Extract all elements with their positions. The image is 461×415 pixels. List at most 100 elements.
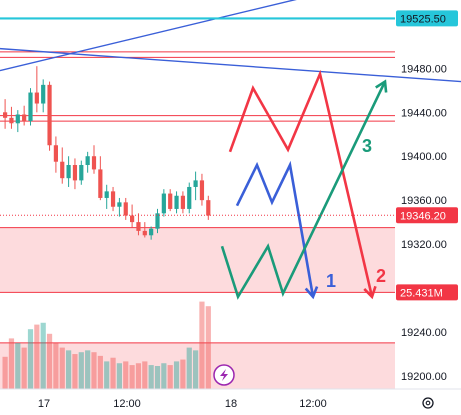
volume-bar	[205, 306, 211, 389]
y-tick-label: 19240.00	[401, 327, 447, 339]
x-tick-label: 18	[225, 398, 237, 410]
volume-bar	[27, 329, 34, 389]
volume-bar	[186, 347, 192, 389]
candle-body	[155, 213, 160, 229]
candle-body	[187, 186, 192, 209]
candle-body	[79, 165, 84, 181]
candle-body	[98, 169, 103, 198]
scenario-path-2[interactable]	[228, 69, 374, 298]
price-tag-2: 25.431M	[396, 284, 458, 301]
volume-bars	[2, 301, 211, 389]
scenario-arrowhead-3	[375, 79, 388, 93]
scenario-arrowhead-2	[363, 285, 377, 300]
volume-bar	[78, 352, 84, 389]
trendline-1[interactable]	[0, 0, 320, 72]
candle-body	[110, 191, 116, 207]
trendlines[interactable]	[0, 0, 461, 83]
candle-body	[22, 114, 27, 122]
volume-bar	[142, 361, 148, 389]
lightning-icon	[220, 369, 228, 381]
candle-body	[117, 202, 122, 207]
candle-body	[199, 180, 205, 201]
volume-bar	[85, 350, 91, 389]
candle-body	[34, 92, 39, 104]
scenario-path-3[interactable]	[220, 81, 387, 300]
volume-bar	[148, 365, 154, 389]
scenario-arrowhead-1	[304, 286, 319, 300]
volume-bar	[167, 365, 173, 389]
candle-body	[85, 156, 90, 166]
price-tag-0: 19525.50	[0, 10, 458, 27]
volume-bar	[161, 363, 167, 389]
candle-body	[47, 84, 52, 146]
scenario-path-1[interactable]	[235, 160, 315, 297]
price-zones	[0, 227, 395, 389]
candle-body	[174, 195, 179, 209]
y-tick-label: 19480.00	[401, 63, 447, 75]
volume-bar	[59, 347, 65, 389]
candle-body	[60, 161, 65, 179]
candle-body	[130, 215, 135, 223]
x-axis[interactable]: 17 12:00 18 12:00	[38, 398, 327, 410]
volume-bar	[193, 350, 199, 389]
candle-body	[53, 145, 58, 162]
volume-bar	[180, 359, 186, 389]
candle-body	[72, 165, 78, 181]
volume-bar	[66, 350, 72, 389]
price-tag-1: 19346.20	[396, 207, 458, 224]
y-tick-label: 19200.00	[401, 371, 447, 383]
candles	[3, 66, 211, 240]
volume-bar	[34, 324, 40, 389]
scenario-paths[interactable]: 1 2 3	[220, 69, 388, 300]
price-tag-label: 19525.50	[400, 13, 446, 25]
volume-bar	[104, 361, 110, 389]
candle-body	[28, 92, 33, 122]
y-axis[interactable]: 19480.00 19440.00 19400.00 19360.00 19320.00…	[401, 63, 447, 382]
flash-badge[interactable]	[213, 364, 235, 386]
volume-bar	[91, 352, 97, 389]
candle-body	[66, 165, 71, 179]
volume-bar	[21, 347, 27, 389]
y-tick-label: 19320.00	[401, 239, 447, 251]
candle-body	[104, 191, 109, 198]
volume-bar	[2, 356, 8, 389]
volume-bar	[199, 301, 205, 389]
price-tag-label: 19346.20	[400, 210, 446, 222]
scenario-label-3: 3	[362, 136, 372, 156]
candle-body	[206, 200, 211, 216]
volume-bar	[135, 363, 142, 389]
candle-body	[180, 195, 185, 209]
volume-bar	[154, 366, 161, 389]
trendline-0[interactable]	[0, 47, 461, 83]
volume-bar	[110, 357, 116, 389]
y-tick-label: 19440.00	[401, 107, 447, 119]
candle-body	[168, 193, 173, 209]
volume-bar	[116, 363, 122, 389]
price-tag-box	[396, 10, 458, 27]
candle-body	[142, 230, 147, 236]
y-tick-label: 19360.00	[401, 195, 447, 207]
candle-body	[136, 222, 141, 231]
settings-button[interactable]	[422, 397, 434, 409]
candle-body	[15, 114, 20, 124]
candle-body	[193, 180, 198, 187]
candle-body	[149, 228, 154, 236]
volume-bar	[8, 338, 15, 389]
scenario-label-1: 1	[326, 271, 336, 291]
zone-1	[0, 342, 395, 389]
price-tags: 19525.50 19346.20 25.431M	[0, 10, 458, 301]
volume-bar	[15, 343, 21, 389]
price-tag-box	[396, 207, 458, 224]
y-tick-label: 19400.00	[401, 151, 447, 163]
gear-icon-center	[425, 400, 431, 406]
price-tag-label: 25.431M	[400, 287, 443, 299]
volume-bar	[173, 361, 180, 389]
candle-body	[91, 156, 97, 170]
volume-bar	[46, 333, 53, 389]
volume-bar	[123, 361, 129, 389]
candle-body	[41, 84, 46, 104]
volume-bar	[97, 355, 103, 389]
candle-body	[123, 202, 128, 216]
